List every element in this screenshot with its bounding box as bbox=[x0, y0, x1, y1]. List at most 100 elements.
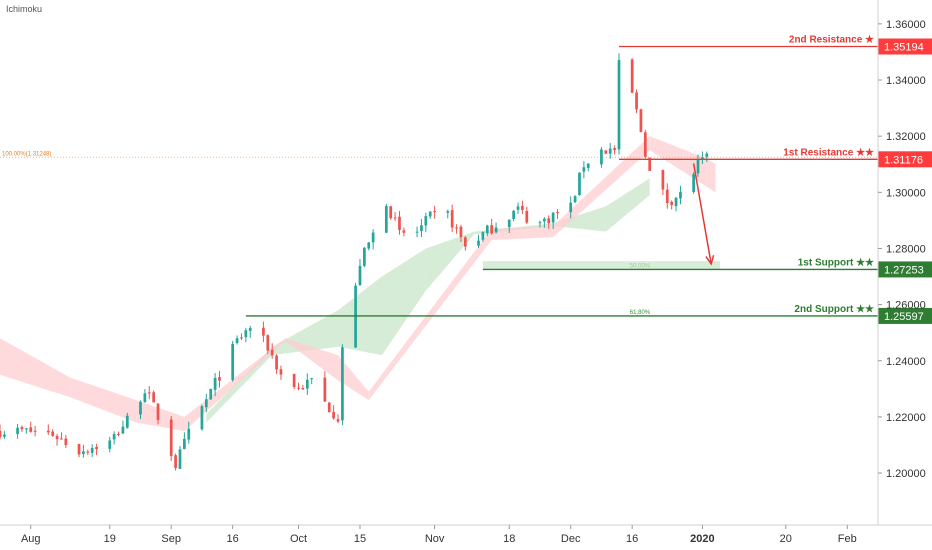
candle-body bbox=[428, 211, 432, 217]
candle-body bbox=[121, 426, 125, 434]
x-tick-label: 18 bbox=[503, 533, 515, 545]
y-tick-label: 1.22000 bbox=[886, 412, 926, 424]
cloud-red-segment bbox=[184, 338, 286, 431]
candle-body bbox=[371, 232, 375, 243]
candle-body bbox=[358, 265, 362, 285]
candle-body bbox=[701, 157, 704, 159]
candle-body bbox=[213, 377, 217, 390]
candle-body bbox=[582, 167, 586, 172]
candle-body bbox=[183, 438, 186, 450]
candle-body bbox=[77, 444, 81, 455]
candle-body bbox=[279, 369, 283, 375]
candle-body bbox=[547, 218, 551, 224]
x-tick-label: Oct bbox=[290, 533, 307, 545]
candle-body bbox=[512, 210, 515, 219]
candle-body bbox=[617, 60, 621, 150]
candle-body bbox=[270, 349, 274, 356]
candle-body bbox=[692, 174, 695, 193]
cloud-red-segment bbox=[70, 377, 137, 423]
x-tick-label: 19 bbox=[104, 533, 116, 545]
candle-body bbox=[604, 150, 608, 154]
candle-body bbox=[556, 212, 559, 214]
candle-body bbox=[174, 455, 177, 468]
y-tick-label: 1.34000 bbox=[886, 75, 926, 87]
y-tick-label: 1.26000 bbox=[886, 300, 926, 312]
candle-body bbox=[336, 419, 340, 422]
candle-body bbox=[542, 218, 546, 222]
cloud-green-segment bbox=[605, 178, 650, 232]
candle-body bbox=[393, 217, 397, 219]
candle-body bbox=[586, 163, 590, 168]
fib-levels: 100.00%(1.31248)50.00%61.80% bbox=[0, 151, 878, 317]
candle-body bbox=[578, 172, 581, 196]
candle-body bbox=[551, 212, 555, 223]
level-price-label: 1.35194 bbox=[884, 41, 924, 53]
candle-body bbox=[665, 189, 669, 204]
candle-body bbox=[3, 434, 6, 437]
cloud-red-segment bbox=[368, 228, 492, 401]
indicator-label: Ichimoku bbox=[6, 4, 42, 14]
level-price-badge bbox=[878, 307, 932, 324]
candle-body bbox=[204, 399, 208, 408]
cloud-red-segment bbox=[553, 136, 650, 238]
fib-label: 100.00%(1.31248) bbox=[2, 151, 51, 157]
candle-body bbox=[670, 201, 674, 206]
candle-body bbox=[218, 377, 221, 381]
candle-body bbox=[608, 148, 612, 154]
fib-label: 61.80% bbox=[630, 310, 651, 316]
cloud-red-segment bbox=[0, 338, 71, 398]
candle-body bbox=[86, 451, 90, 453]
y-tick-label: 1.28000 bbox=[886, 243, 926, 255]
cloud-green-segment bbox=[425, 231, 475, 291]
candle-body bbox=[200, 406, 204, 430]
candle-body bbox=[433, 211, 436, 213]
candle-body bbox=[573, 196, 577, 203]
candle-body bbox=[446, 211, 450, 213]
level-price-badge bbox=[878, 261, 932, 278]
candle-body bbox=[178, 449, 182, 469]
candle-body bbox=[494, 227, 498, 233]
candle-body bbox=[490, 225, 494, 234]
candle-body bbox=[24, 428, 28, 430]
level-label: 2nd Support ★★ bbox=[794, 304, 874, 315]
candle-body bbox=[64, 438, 68, 446]
x-tick-label: 2020 bbox=[690, 533, 714, 545]
candle-body bbox=[661, 170, 665, 190]
candle-body bbox=[354, 285, 357, 348]
candle-body bbox=[240, 337, 243, 339]
candle-body bbox=[420, 225, 423, 232]
cloud-red-segment bbox=[136, 400, 185, 431]
candle-body bbox=[95, 446, 98, 450]
candle-body bbox=[521, 205, 524, 210]
cloud-red-segment bbox=[285, 338, 339, 381]
candle-body bbox=[112, 434, 116, 440]
candle-body bbox=[125, 415, 129, 428]
candle-body bbox=[705, 153, 709, 157]
candle-body bbox=[20, 427, 24, 430]
candle-body bbox=[674, 197, 678, 207]
candle-body bbox=[143, 393, 147, 402]
candle-body bbox=[139, 401, 142, 415]
candle-body bbox=[613, 148, 616, 151]
x-tick-label: Dec bbox=[561, 533, 581, 545]
candle-body bbox=[389, 206, 393, 219]
candle-body bbox=[235, 338, 239, 343]
sr-levels: 2nd Resistance ★ 1.35194 1st Resistance ★★… bbox=[245, 34, 932, 324]
candle-body bbox=[643, 132, 647, 157]
candle-body bbox=[248, 328, 252, 331]
level-price-badge bbox=[878, 151, 932, 168]
candle-body bbox=[244, 330, 248, 338]
candle-body bbox=[341, 347, 344, 421]
candle-body bbox=[55, 435, 59, 440]
projection-arrow bbox=[692, 163, 715, 266]
candle-body bbox=[297, 387, 300, 389]
candle-body bbox=[538, 222, 542, 224]
candle-body bbox=[82, 451, 85, 455]
candle-body bbox=[147, 392, 151, 394]
candle-body bbox=[209, 388, 213, 400]
candle-body bbox=[477, 240, 480, 246]
x-tick-label: Nov bbox=[425, 533, 445, 545]
level-price-label: 1.31176 bbox=[884, 154, 923, 166]
